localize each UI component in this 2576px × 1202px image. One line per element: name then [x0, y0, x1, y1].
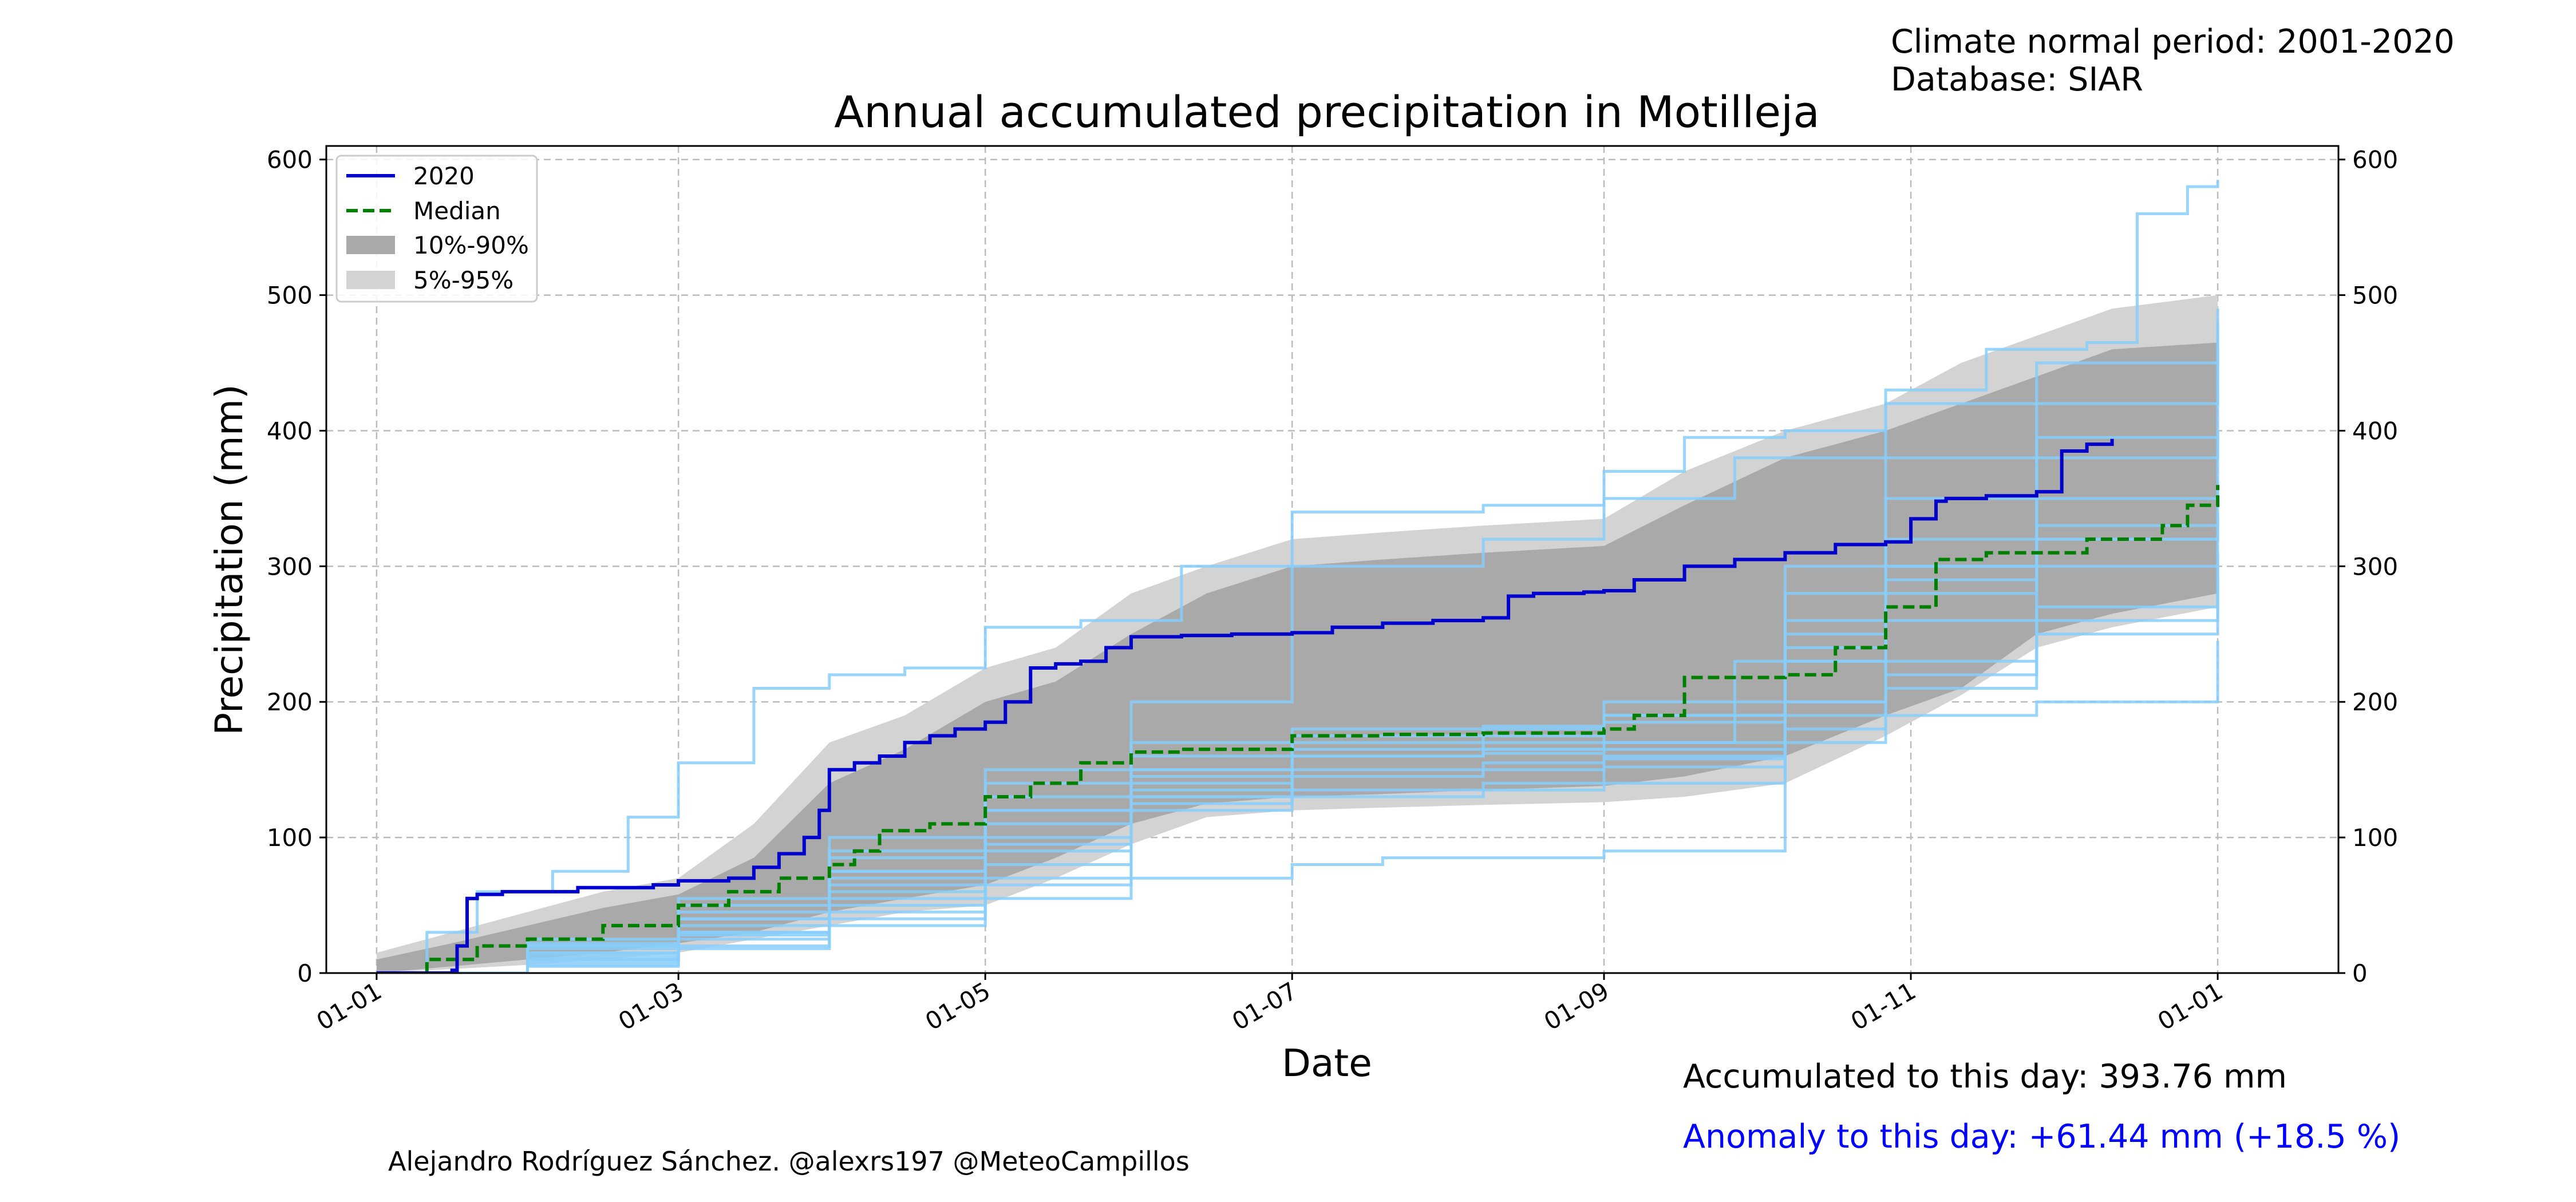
y-tick-label-left-3: 300	[267, 552, 313, 580]
legend-5-95-label: 5%-95%	[413, 266, 513, 294]
y-tick-label-right-3: 300	[2352, 552, 2398, 580]
year-line-0	[376, 180, 2219, 973]
chart-title: Annual accumulated precipitation in Moti…	[834, 86, 1820, 137]
y-tick-label-left-2: 200	[267, 688, 313, 716]
y-tick-label-left-6: 600	[267, 146, 313, 174]
x-tick-label-3: 01-07	[1227, 976, 1302, 1035]
legend-10-90-swatch	[346, 236, 395, 254]
y-tick-label-right-2: 200	[2352, 688, 2398, 716]
accumulated-label: Accumulated to this day: 393.76 mm	[1683, 1058, 2287, 1096]
y-tick-label-left-5: 500	[267, 282, 313, 310]
x-tick-label-5: 01-11	[1846, 976, 1921, 1035]
x-axis-label: Date	[1282, 1041, 1372, 1085]
anomaly-label: Anomaly to this day: +61.44 mm (+18.5 %)	[1683, 1118, 2400, 1156]
x-tick-label-2: 01-05	[920, 976, 995, 1035]
legend-median-label: Median	[413, 197, 501, 225]
legend-5-95-swatch	[346, 271, 395, 289]
database-label: Database: SIAR	[1891, 61, 2143, 98]
y-tick-label-right-4: 400	[2352, 417, 2398, 445]
y-axis-right: 0 100 200 300 400 500 600	[2338, 146, 2398, 987]
x-tick-label-6: 01-01	[2153, 976, 2227, 1035]
legend: 2020 Median 10%-90% 5%-95%	[335, 155, 538, 303]
current-year-line	[376, 438, 2114, 973]
y-tick-label-left-4: 400	[267, 417, 313, 445]
x-tick-label-1: 01-03	[614, 976, 688, 1035]
legend-box	[335, 155, 538, 303]
y-tick-label-right-1: 100	[2352, 824, 2398, 852]
band-10-90-area	[376, 342, 2218, 973]
x-tick-label-4: 01-09	[1539, 976, 1614, 1035]
y-tick-label-right-5: 500	[2352, 282, 2398, 310]
credit-label: Alejandro Rodríguez Sánchez. @alexrs197 …	[388, 1146, 1190, 1177]
climate-period-label: Climate normal period: 2001-2020	[1891, 23, 2455, 61]
median-line	[376, 485, 2220, 973]
plot-frame	[325, 145, 2340, 974]
y-tick-label-left-0: 0	[297, 959, 313, 987]
y-axis-left: 0 100 200 300 400 500 600	[267, 146, 326, 987]
y-tick-label-left-1: 100	[267, 824, 313, 852]
x-axis: 01-01 01-03 01-05 01-07 01-09 01-11 01-01	[312, 973, 2227, 1036]
legend-10-90-label: 10%-90%	[413, 231, 529, 259]
legend-2020-label: 2020	[413, 162, 475, 190]
y-tick-label-right-0: 0	[2352, 959, 2368, 987]
y-axis-label: Precipitation (mm)	[207, 384, 251, 736]
y-tick-label-right-6: 600	[2352, 146, 2398, 174]
x-tick-label-0: 01-01	[312, 976, 386, 1035]
